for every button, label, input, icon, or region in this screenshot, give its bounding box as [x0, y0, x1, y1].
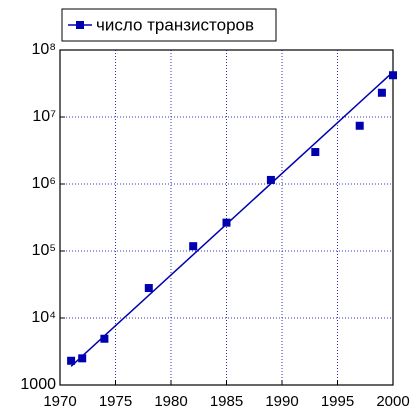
- point: [266, 175, 275, 184]
- x-tick-label: 1995: [321, 393, 354, 410]
- y-tick-label: 10⁸: [31, 41, 56, 58]
- x-tick-label: 2000: [376, 393, 409, 410]
- legend-label: число транзисторов: [96, 15, 254, 34]
- y-tick-label: 10⁴: [31, 309, 56, 326]
- point: [222, 218, 231, 227]
- x-tick-label: 1990: [265, 393, 298, 410]
- y-tick-label: 10⁷: [32, 108, 56, 125]
- legend-box: [61, 8, 277, 42]
- x-tick-label: 1975: [99, 393, 132, 410]
- fit-line: [70, 71, 394, 367]
- point: [189, 242, 198, 251]
- legend-marker: [76, 21, 84, 29]
- x-tick-label: 1980: [154, 393, 187, 410]
- point: [78, 354, 87, 363]
- point: [389, 71, 397, 80]
- y-tick-label: 1000: [20, 376, 56, 393]
- point: [67, 356, 76, 365]
- y-tick-label: 10⁶: [32, 175, 56, 192]
- point: [377, 88, 386, 97]
- x-tick-label: 1985: [210, 393, 243, 410]
- point: [355, 121, 364, 130]
- point: [144, 284, 153, 293]
- plot-frame: [59, 49, 394, 386]
- y-tick-label: 10⁵: [32, 242, 56, 259]
- point: [311, 148, 320, 157]
- x-tick-label: 1970: [43, 393, 76, 410]
- point: [100, 334, 109, 343]
